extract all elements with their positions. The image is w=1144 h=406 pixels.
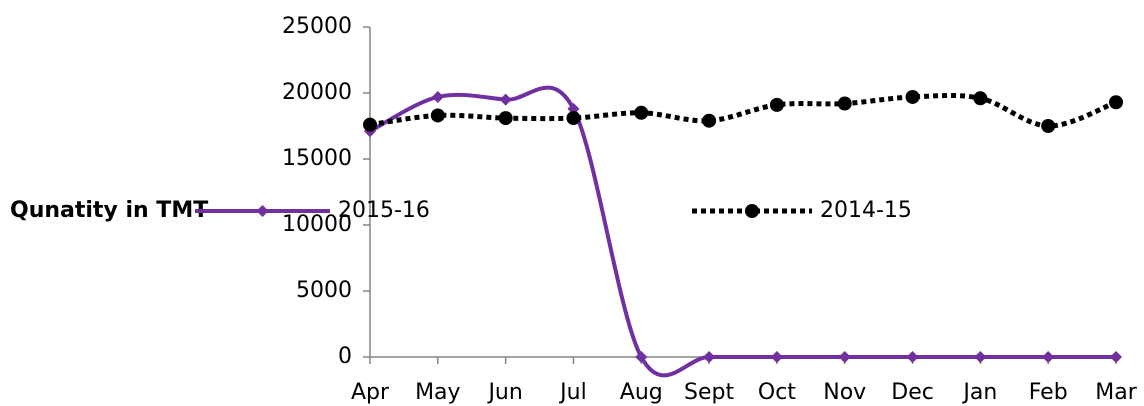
x-tick-label: May xyxy=(415,380,460,405)
x-tick-label: Apr xyxy=(351,380,390,405)
x-tick-label: Sept xyxy=(684,380,734,405)
marker xyxy=(635,351,648,363)
legend-marker xyxy=(256,205,269,217)
series-line xyxy=(369,92,1117,129)
x-tick-label: Aug xyxy=(620,380,663,405)
marker xyxy=(838,351,851,363)
marker xyxy=(974,351,987,363)
x-tick-label: Jan xyxy=(961,380,997,405)
y-tick-label: 0 xyxy=(338,344,352,369)
x-tick-label: Feb xyxy=(1029,380,1068,405)
y-tick-label: 25000 xyxy=(282,14,352,39)
marker xyxy=(634,105,649,120)
x-tick-label: Oct xyxy=(758,380,796,405)
marker xyxy=(906,351,919,363)
y-tick-label: 20000 xyxy=(282,80,352,105)
legend-label: 2014-15 xyxy=(820,198,912,223)
y-tick-label: 5000 xyxy=(296,278,352,303)
x-tick-label: Mar xyxy=(1095,380,1137,405)
marker xyxy=(1110,351,1122,363)
marker xyxy=(1109,95,1123,110)
marker xyxy=(498,111,513,126)
y-tick-label: 15000 xyxy=(282,146,352,171)
marker xyxy=(430,108,445,123)
series-line xyxy=(369,85,1116,378)
x-tick-label: Nov xyxy=(823,380,866,405)
marker xyxy=(1042,351,1055,363)
y-axis-label: Qunatity in TMT xyxy=(10,198,208,223)
marker xyxy=(566,111,581,126)
marker xyxy=(703,351,716,363)
legend-marker xyxy=(745,204,759,218)
x-tick-label: Jul xyxy=(558,380,587,405)
marker xyxy=(363,117,377,132)
marker xyxy=(973,91,988,106)
marker xyxy=(770,351,783,363)
marker xyxy=(837,96,852,111)
marker xyxy=(905,89,920,104)
marker xyxy=(499,93,512,106)
x-tick-label: Dec xyxy=(891,380,934,405)
marker xyxy=(1041,119,1056,133)
marker xyxy=(702,113,717,128)
marker xyxy=(431,90,444,103)
y-tick-label: 10000 xyxy=(282,212,352,237)
marker xyxy=(769,97,784,112)
x-tick-label: Jun xyxy=(486,380,522,405)
legend-label: 2015-16 xyxy=(338,198,430,223)
